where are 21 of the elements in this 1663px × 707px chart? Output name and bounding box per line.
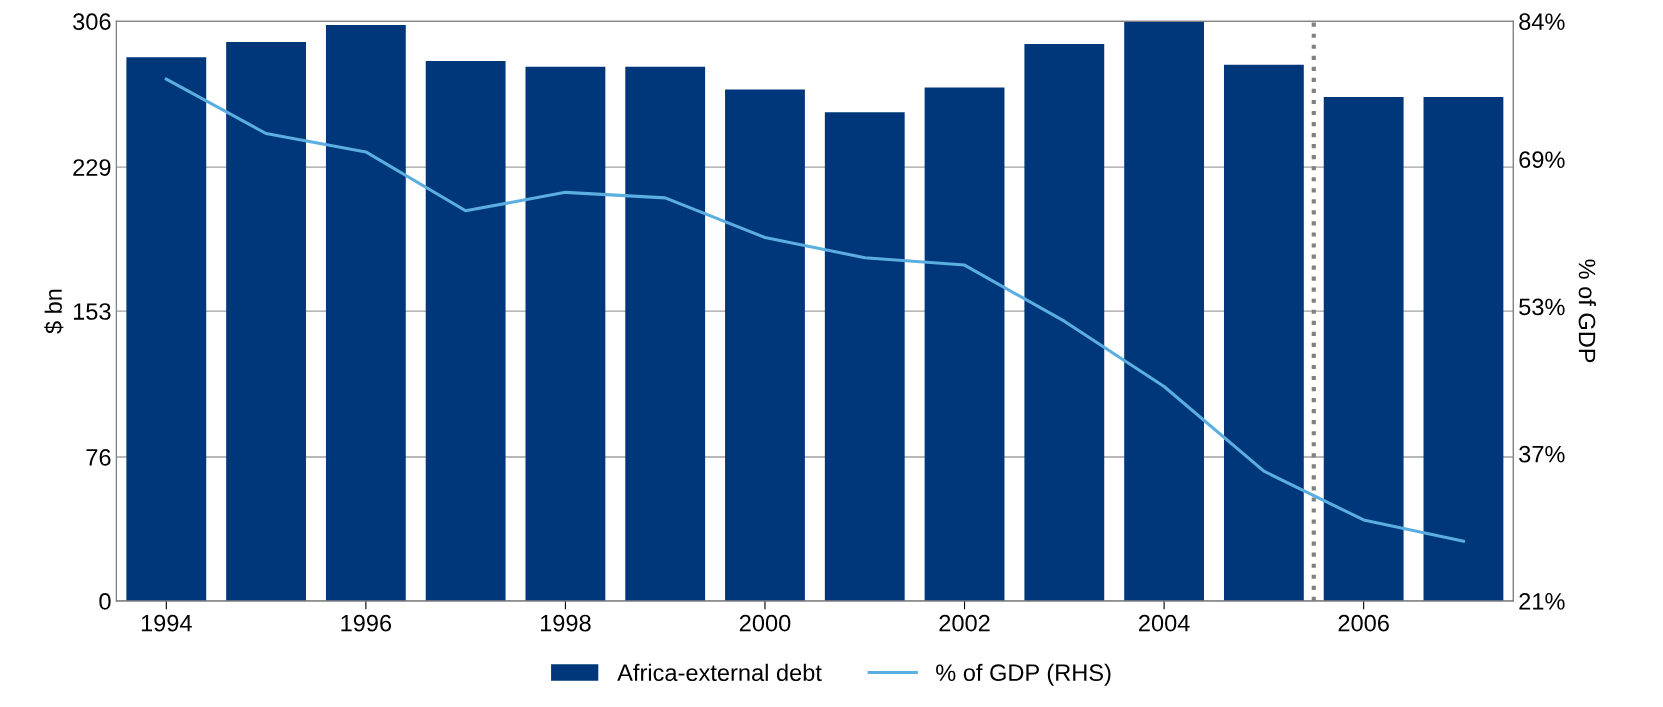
y-tick-label: 0: [99, 593, 111, 610]
x-tick-label: 2006: [1338, 614, 1389, 632]
legend-label: Africa-external debt: [617, 663, 822, 682]
y-axis-title: $ bn: [44, 289, 64, 334]
y-tick-label: 306: [73, 13, 111, 30]
y2-tick-label: 53%: [1519, 298, 1565, 316]
x-tick-label: 1994: [141, 614, 192, 632]
y-tick-label: 229: [73, 159, 111, 176]
y-tick-label: 76: [86, 449, 111, 466]
x-tick-label: 2000: [739, 614, 791, 632]
x-tick-label: 1996: [341, 614, 392, 632]
y2-tick-label: 84%: [1519, 13, 1565, 30]
y2-tick-label: 21%: [1519, 593, 1565, 610]
legend-label: % of GDP (RHS): [936, 663, 1111, 686]
y2-axis-title: % of GDP: [1578, 259, 1596, 363]
x-tick-label: 2004: [1139, 614, 1190, 632]
x-tick-label: 1998: [540, 614, 591, 632]
y-tick-label: 153: [73, 303, 111, 320]
y2-tick-label: 37%: [1519, 445, 1565, 463]
y2-tick-label: 69%: [1519, 151, 1565, 169]
x-tick-label: 2002: [939, 614, 990, 632]
